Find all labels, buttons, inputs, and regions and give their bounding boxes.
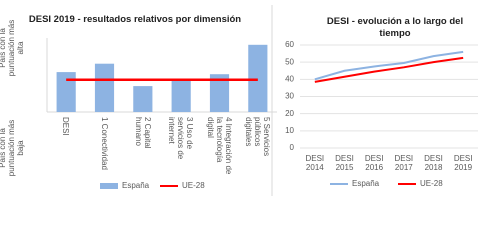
chart-title: DESI 2019 - resultados relativos por dim… — [28, 14, 242, 25]
y-tick-label: 30 — [285, 92, 294, 101]
bar — [171, 79, 191, 112]
x-tick-label: 1 Conectividad — [100, 117, 109, 170]
y-tick-label: 50 — [285, 57, 294, 66]
page: España UE-28 0 10 20 30 40 50 60 España UE-28 DESI… — [0, 5, 478, 196]
x-tick-label: DESI — [61, 117, 71, 136]
chart-title: DESI - evolución a lo largo del tiempo — [326, 16, 464, 39]
x-tick-label: DESI 2015 — [335, 154, 354, 172]
y-tick-label: 40 — [285, 74, 294, 83]
y-tick-label: 0 — [290, 143, 295, 152]
x-tick-label: DESI 2019 — [453, 154, 473, 172]
x-tick-label: 3 Uso de servicios de internet — [167, 117, 195, 160]
x-tick-label: 5 Servicios públicos digitales — [244, 117, 272, 157]
bar — [248, 44, 268, 112]
line — [314, 50, 464, 81]
x-tick-label: DESI 2014 — [305, 154, 325, 172]
y-label-low: País con la puntuación más baja — [0, 119, 25, 177]
y-label-high: País con la puntuación más alta — [0, 19, 25, 77]
x-tick-label: DESI 2018 — [424, 154, 443, 172]
bar — [133, 86, 153, 112]
y-tick-label: 20 — [285, 109, 294, 118]
x-tick-label: DESI 2017 — [394, 154, 414, 172]
bar — [209, 74, 230, 112]
y-tick-label: 10 — [285, 126, 294, 135]
legend-label: España — [352, 179, 380, 188]
line — [314, 56, 464, 83]
x-tick-label: DESI 2016 — [364, 154, 384, 172]
y-tick-label: 60 — [285, 40, 294, 49]
chart: España UE-28 0 10 20 30 40 50 60 España UE-28 — [46, 5, 478, 196]
bar — [56, 72, 76, 112]
x-tick-label: 4 Integración de la tecnología digital — [206, 117, 233, 175]
legend-swatch — [100, 183, 118, 189]
bar — [94, 63, 115, 112]
legend-label: UE-28 — [420, 179, 443, 188]
x-tick-label: 2 Capital humano — [133, 117, 152, 149]
legend-label: UE-28 — [182, 181, 205, 190]
legend-label: España — [122, 181, 150, 190]
